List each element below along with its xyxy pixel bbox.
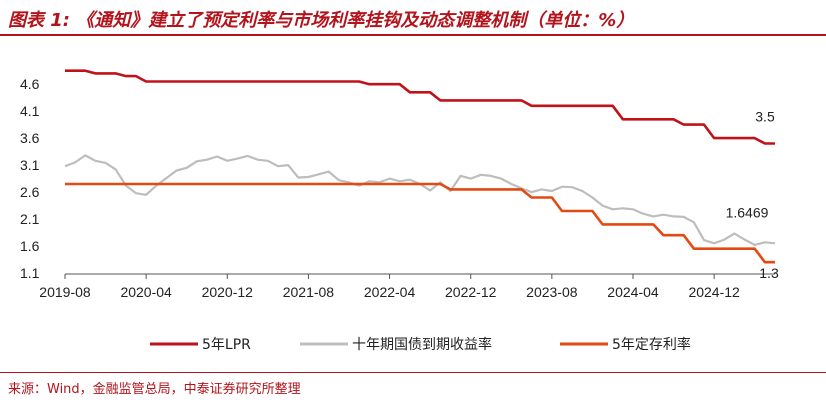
source-divider [0,372,826,373]
data-label-layer: 3.5 1.6469 1.3 [726,109,779,282]
x-tick-label: 2023-08 [526,284,578,300]
series-line-deposit [65,182,775,264]
y-tick-label: 3.6 [20,130,40,146]
x-tick-label: 2022-12 [445,284,497,300]
x-tick-label: 2021-08 [283,284,335,300]
y-tick-label: 1.6 [20,238,40,254]
legend: 5年LPR 十年期国债到期收益率 5年定存利率 [150,336,691,353]
legend-label-bond: 十年期国债到期收益率 [352,336,492,353]
series-layer [64,69,776,264]
data-label-lpr: 3.5 [755,109,775,125]
y-tick-label: 4.1 [20,103,40,119]
x-tick-label: 2020-04 [120,284,172,300]
y-tick-label: 2.1 [20,211,40,227]
title-divider [0,34,826,36]
y-tick-label: 3.1 [20,157,40,173]
y-tick-label: 4.6 [20,76,40,92]
x-tick-label: 2020-12 [202,284,254,300]
legend-label-deposit: 5年定存利率 [612,336,691,353]
legend-label-lpr: 5年LPR [202,337,251,353]
axes-layer: 4.6 4.1 3.6 3.1 2.6 2.1 1.6 1.1 2019-08 2020-04 20… [20,76,775,300]
x-tick-label: 2022-04 [364,284,416,300]
x-tick-label: 2019-08 [39,284,91,300]
series-line-lpr [65,69,775,145]
y-tick-label: 2.6 [20,184,40,200]
source-note: 来源：Wind，金融监管总局，中泰证券研究所整理 [8,382,301,397]
y-tick-label: 1.1 [20,265,40,281]
series-line-bond [64,154,776,246]
data-label-deposit: 1.3 [759,265,779,281]
x-tick-label: 2024-04 [607,284,659,300]
chart-title: 图表 1: 《通知》建立了预定利率与市场利率挂钩及动态调整机制（单位：%） [8,10,635,31]
data-label-bond: 1.6469 [726,204,769,220]
x-tick-label: 2024-12 [688,284,740,300]
line-chart: 4.6 4.1 3.6 3.1 2.6 2.1 1.6 1.1 2019-08 2020-04 20… [20,69,779,353]
